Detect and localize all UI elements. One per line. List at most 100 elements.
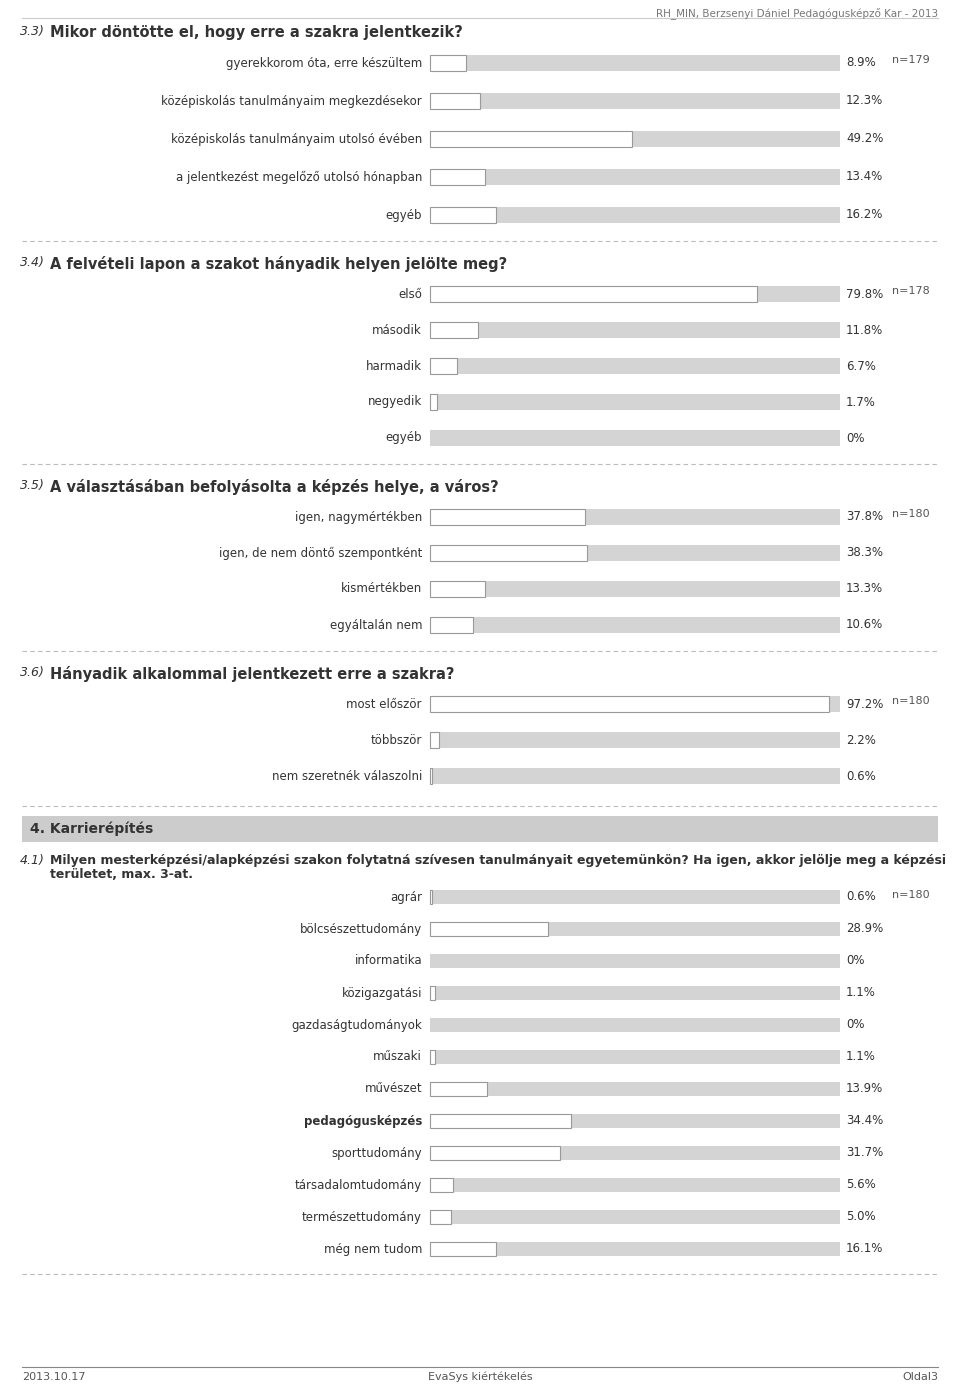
Bar xyxy=(430,93,840,109)
Bar xyxy=(430,922,548,936)
Text: 1.1%: 1.1% xyxy=(846,1050,876,1063)
Text: 0%: 0% xyxy=(846,431,865,445)
Text: többször: többször xyxy=(371,734,422,746)
Bar xyxy=(430,286,757,301)
Text: a jelentkezést megelőző utolsó hónapban: a jelentkezést megelőző utolsó hónapban xyxy=(176,170,422,184)
Text: 11.8%: 11.8% xyxy=(846,324,883,336)
Bar xyxy=(430,1115,571,1129)
Text: 3.4): 3.4) xyxy=(20,257,45,269)
Bar xyxy=(430,1147,840,1161)
Text: természettudomány: természettudomány xyxy=(302,1211,422,1223)
Text: 0%: 0% xyxy=(846,1018,865,1031)
Text: nem szeretnék válaszolni: nem szeretnék válaszolni xyxy=(272,770,422,783)
Text: műszaki: műszaki xyxy=(373,1050,422,1063)
Bar xyxy=(430,545,840,561)
Text: társadalomtudomány: társadalomtudomány xyxy=(295,1179,422,1191)
Bar xyxy=(430,1115,840,1129)
Text: RH_MIN, Berzsenyi Dániel Pedagógusképző Kar - 2013: RH_MIN, Berzsenyi Dániel Pedagógusképző … xyxy=(656,8,938,20)
Text: 38.3%: 38.3% xyxy=(846,547,883,559)
Text: 13.4%: 13.4% xyxy=(846,170,883,184)
Text: 0.6%: 0.6% xyxy=(846,890,876,904)
Text: 4. Karrierépítés: 4. Karrierépítés xyxy=(30,822,154,836)
Bar xyxy=(430,509,840,525)
Bar xyxy=(430,1147,560,1161)
Text: 3.6): 3.6) xyxy=(20,665,45,679)
Text: kismértékben: kismértékben xyxy=(341,583,422,596)
Bar xyxy=(430,1242,496,1256)
Text: 5.6%: 5.6% xyxy=(846,1179,876,1191)
Text: 0%: 0% xyxy=(846,954,865,968)
Text: igen, de nem döntő szempontként: igen, de nem döntő szempontként xyxy=(219,547,422,559)
Bar xyxy=(430,732,439,748)
Bar xyxy=(430,1177,453,1191)
Bar xyxy=(430,545,587,561)
Text: középiskolás tanulmányaim megkezdésekor: középiskolás tanulmányaim megkezdésekor xyxy=(161,95,422,107)
Bar xyxy=(430,1083,840,1096)
Text: Mikor döntötte el, hogy erre a szakra jelentkezik?: Mikor döntötte el, hogy erre a szakra je… xyxy=(50,25,463,40)
Bar xyxy=(430,922,840,936)
Text: pedagógusképzés: pedagógusképzés xyxy=(303,1115,422,1127)
Bar xyxy=(430,393,840,410)
Text: második: második xyxy=(372,324,422,336)
Text: n=179: n=179 xyxy=(892,54,930,66)
Text: harmadik: harmadik xyxy=(366,360,422,372)
Text: középiskolás tanulmányaim utolsó évében: középiskolás tanulmányaim utolsó évében xyxy=(171,133,422,145)
Bar xyxy=(430,580,485,597)
Text: egyáltalán nem: egyáltalán nem xyxy=(329,618,422,632)
Bar xyxy=(430,359,458,374)
Bar xyxy=(430,169,840,186)
Text: 13.9%: 13.9% xyxy=(846,1083,883,1095)
Text: 49.2%: 49.2% xyxy=(846,133,883,145)
Text: 3.3): 3.3) xyxy=(20,25,45,38)
Text: 3.5): 3.5) xyxy=(20,478,45,492)
Text: területet, max. 3-at.: területet, max. 3-at. xyxy=(50,868,193,882)
Text: n=180: n=180 xyxy=(893,509,930,519)
Text: 1.1%: 1.1% xyxy=(846,986,876,999)
Bar xyxy=(430,206,496,223)
Bar xyxy=(430,286,840,301)
Text: 10.6%: 10.6% xyxy=(846,618,883,632)
Bar xyxy=(430,954,840,968)
Text: Oldal3: Oldal3 xyxy=(902,1373,938,1382)
Text: gazdaságtudományok: gazdaságtudományok xyxy=(291,1018,422,1031)
Text: 97.2%: 97.2% xyxy=(846,698,883,710)
Bar xyxy=(430,206,840,223)
Bar xyxy=(430,1050,435,1064)
Bar xyxy=(430,1018,840,1032)
Text: 0.6%: 0.6% xyxy=(846,770,876,783)
Bar xyxy=(430,986,435,1000)
Bar xyxy=(430,617,840,633)
Bar xyxy=(430,580,840,597)
Text: bölcsészettudomány: bölcsészettudomány xyxy=(300,922,422,936)
Text: 8.9%: 8.9% xyxy=(846,57,876,70)
Bar xyxy=(430,696,828,711)
Text: művészet: művészet xyxy=(365,1083,422,1095)
Text: még nem tudom: még nem tudom xyxy=(324,1243,422,1256)
Text: n=178: n=178 xyxy=(892,286,930,296)
Bar xyxy=(430,1177,840,1191)
Bar xyxy=(430,1050,840,1064)
Bar xyxy=(430,1209,840,1223)
Bar xyxy=(430,430,840,446)
Bar xyxy=(430,54,840,71)
Text: Hányadik alkalommal jelentkezett erre a szakra?: Hányadik alkalommal jelentkezett erre a … xyxy=(50,665,454,682)
Bar xyxy=(430,617,473,633)
Text: Milyen mesterképzési/alapképzési szakon folytatná szívesen tanulmányait egyetemü: Milyen mesterképzési/alapképzési szakon … xyxy=(50,854,946,868)
Text: 16.2%: 16.2% xyxy=(846,208,883,222)
Text: 16.1%: 16.1% xyxy=(846,1243,883,1256)
Text: 31.7%: 31.7% xyxy=(846,1147,883,1159)
Text: 13.3%: 13.3% xyxy=(846,583,883,596)
Bar xyxy=(430,696,840,711)
Bar xyxy=(430,769,840,784)
Bar xyxy=(430,769,432,784)
Text: 2013.10.17: 2013.10.17 xyxy=(22,1373,85,1382)
Bar xyxy=(430,509,585,525)
Text: 28.9%: 28.9% xyxy=(846,922,883,936)
Text: 37.8%: 37.8% xyxy=(846,511,883,523)
Bar xyxy=(430,169,485,186)
Text: most először: most először xyxy=(347,698,422,710)
Text: n=180: n=180 xyxy=(893,696,930,706)
Bar xyxy=(430,131,840,146)
Text: 34.4%: 34.4% xyxy=(846,1115,883,1127)
Bar xyxy=(430,54,467,71)
